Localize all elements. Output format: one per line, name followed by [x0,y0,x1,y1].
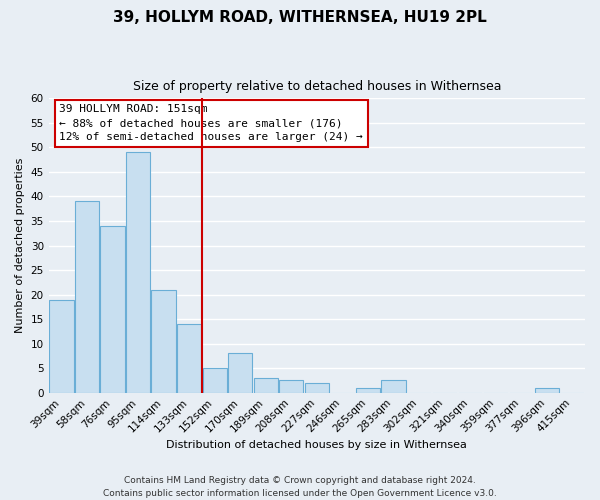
X-axis label: Distribution of detached houses by size in Withernsea: Distribution of detached houses by size … [166,440,467,450]
Y-axis label: Number of detached properties: Number of detached properties [15,158,25,333]
Title: Size of property relative to detached houses in Withernsea: Size of property relative to detached ho… [133,80,501,93]
Bar [535,388,559,392]
Text: Contains HM Land Registry data © Crown copyright and database right 2024.
Contai: Contains HM Land Registry data © Crown c… [103,476,497,498]
Bar [126,152,150,392]
Bar [228,354,253,393]
Text: 39 HOLLYM ROAD: 151sqm
← 88% of detached houses are smaller (176)
12% of semi-de: 39 HOLLYM ROAD: 151sqm ← 88% of detached… [59,104,363,142]
Bar [75,202,99,392]
Bar [100,226,125,392]
Bar [382,380,406,392]
Bar [49,300,74,392]
Bar [177,324,201,392]
Bar [305,383,329,392]
Bar [356,388,380,392]
Bar [279,380,304,392]
Bar [254,378,278,392]
Text: 39, HOLLYM ROAD, WITHERNSEA, HU19 2PL: 39, HOLLYM ROAD, WITHERNSEA, HU19 2PL [113,10,487,25]
Bar [203,368,227,392]
Bar [151,290,176,393]
